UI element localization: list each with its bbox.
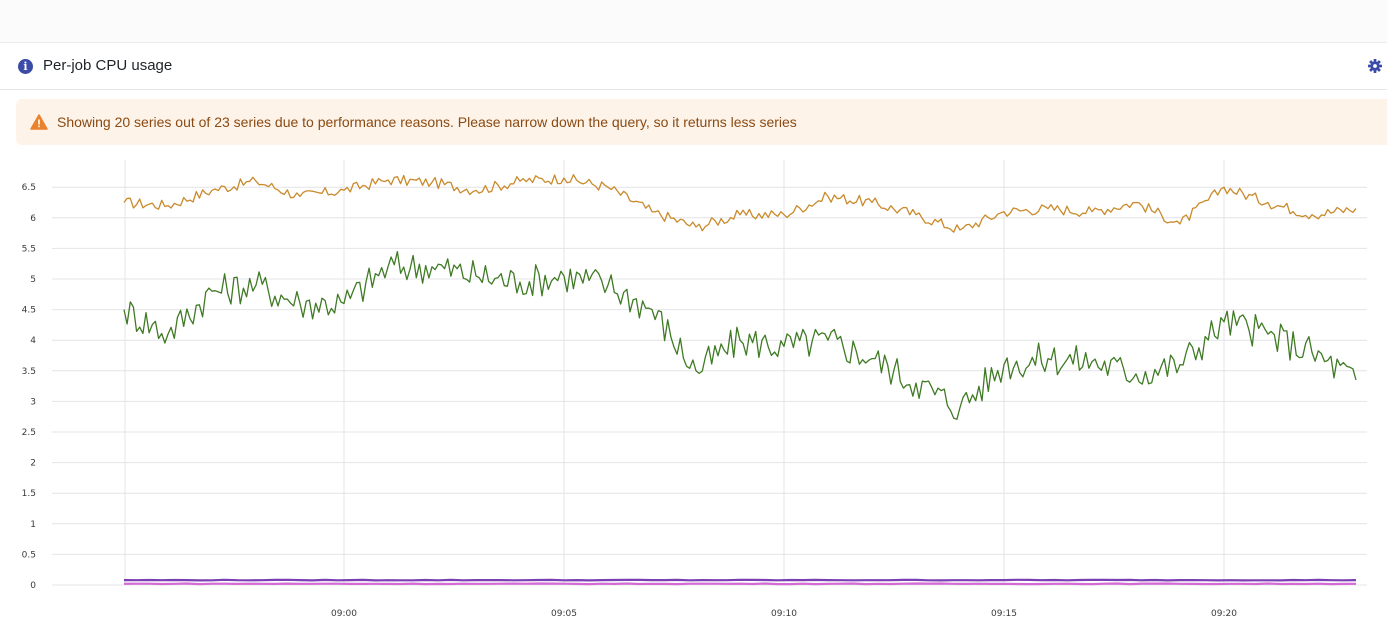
y-tick-label: 6 xyxy=(30,214,36,224)
y-tick-label: 4 xyxy=(30,336,36,346)
y-tick-label: 5 xyxy=(30,275,36,285)
warning-triangle-icon xyxy=(30,114,48,130)
x-tick-label: 09:10 xyxy=(771,609,797,619)
y-axis-ticks: 0 0.5 1 1.5 2 2.5 3 3.5 4 4.5 5 5.5 6 6.5 xyxy=(22,183,37,591)
y-tick-label: 1.5 xyxy=(22,489,36,499)
chart-series xyxy=(123,174,1357,586)
y-tick-label: 1 xyxy=(30,520,36,530)
series-line xyxy=(123,582,1357,586)
y-tick-label: 0.5 xyxy=(22,550,36,560)
x-tick-label: 09:00 xyxy=(331,609,357,619)
series-limit-warning: Showing 20 series out of 23 series due t… xyxy=(16,99,1387,145)
gear-icon[interactable] xyxy=(1367,58,1383,74)
y-tick-label: 6.5 xyxy=(22,183,36,193)
y-tick-label: 3.5 xyxy=(22,367,36,377)
y-tick-label: 5.5 xyxy=(22,244,36,254)
series-line xyxy=(123,174,1357,233)
panel-header: i Per-job CPU usage xyxy=(0,43,1387,90)
top-bar xyxy=(0,0,1387,43)
series-line xyxy=(123,578,1357,582)
panel-title: Per-job CPU usage xyxy=(43,57,173,74)
info-icon[interactable]: i xyxy=(18,59,33,74)
warning-text: Showing 20 series out of 23 series due t… xyxy=(57,114,797,130)
y-tick-label: 4.5 xyxy=(22,306,36,316)
x-tick-label: 09:15 xyxy=(991,609,1017,619)
y-tick-label: 2.5 xyxy=(22,428,36,438)
x-axis-ticks: 09:00 09:05 09:10 09:15 09:20 xyxy=(331,609,1237,619)
y-tick-label: 2 xyxy=(30,459,36,469)
series-line xyxy=(123,250,1357,420)
chart-grid xyxy=(52,160,1367,586)
chart-panel: i Per-job CPU usage Showing 20 series ou… xyxy=(0,43,1387,627)
x-tick-label: 09:05 xyxy=(551,609,577,619)
y-tick-label: 3 xyxy=(30,397,36,407)
y-tick-label: 0 xyxy=(30,581,36,591)
x-tick-label: 09:20 xyxy=(1211,609,1237,619)
